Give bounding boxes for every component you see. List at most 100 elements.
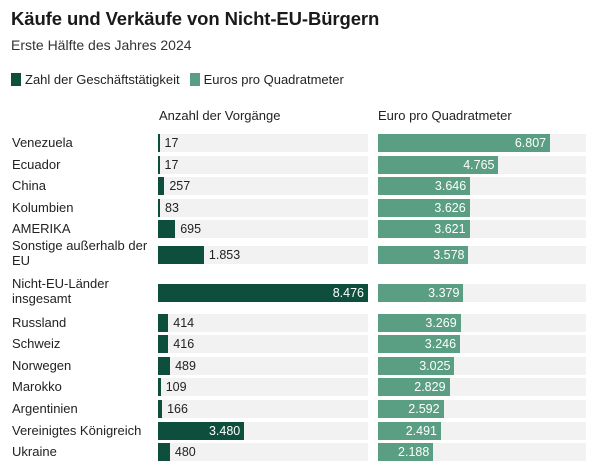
value-operations-venezuela: 17 [164,136,179,150]
value-operations-ukraine: 480 [174,445,196,459]
legend-item-price: Euros pro Quadratmeter [189,71,344,87]
legend-label-price: Euros pro Quadratmeter [203,71,344,87]
value-operations-schweiz: 416 [173,337,195,351]
chart-row-schweiz: Schweiz 416 3.246 [0,335,603,353]
track-price-marokko: 2.829 [378,378,586,396]
track-operations-russland: 414 [158,314,368,332]
track-price-sonstige-ausserhalb-der-eu: 3.578 [378,246,586,264]
bar-operations-ecuador [158,156,160,174]
value-operations-sonstige-ausserhalb-der-eu: 1.853 [208,248,241,262]
legend-item-operations: Zahl der Geschäftstätigkeit [11,72,180,87]
track-price-amerika: 3.621 [378,220,586,238]
bar-operations-marokko [158,378,161,396]
bar-operations-china [158,177,165,195]
legend-label-operations: Zahl der Geschäftstätigkeit [25,71,180,87]
category-label-vereinigtes-konigreich: Vereinigtes Königreich [12,423,142,438]
bar-price-russland [378,314,461,332]
track-operations-ecuador: 17 [158,156,368,174]
chart-row-kolumbien: Kolumbien 83 3.626 [0,199,603,217]
category-label-sonstige-ausserhalb-der-eu: Sonstige außerhalb der EU [12,238,148,268]
track-price-argentinien: 2.592 [378,400,586,418]
legend-swatch-operations [11,72,21,86]
value-operations-china: 257 [169,179,191,193]
track-operations-marokko: 109 [158,378,368,396]
track-price-venezuela: 6.807 [378,134,586,152]
bar-price-norwegen [378,357,455,375]
chart-row-vereinigtes-konigreich: Vereinigtes Königreich 3.480 2.491 [0,422,603,440]
bar-price-nicht-eu-lander-insgesamt [378,284,464,302]
value-price-schweiz: 3.246 [424,337,457,351]
category-label-venezuela: Venezuela [12,135,73,150]
value-operations-marokko: 109 [165,380,187,394]
bar-operations-argentinien [158,400,163,418]
chart-row-sonstige-ausserhalb-der-eu: Sonstige außerhalb der EU 1.853 3.578 [0,238,603,268]
track-operations-sonstige-ausserhalb-der-eu: 1.853 [158,246,368,264]
bar-operations-sonstige-ausserhalb-der-eu [158,246,204,264]
bar-operations-russland [158,314,169,332]
value-operations-vereinigtes-konigreich: 3.480 [208,424,241,438]
value-price-nicht-eu-lander-insgesamt: 3.379 [428,286,460,300]
bar-price-venezuela [378,134,551,152]
track-price-russland: 3.269 [378,314,586,332]
bar-operations-schweiz [158,335,169,353]
bar-price-sonstige-ausserhalb-der-eu [378,246,469,264]
track-price-norwegen: 3.025 [378,357,586,375]
bar-price-ecuador [378,156,499,174]
track-operations-venezuela: 17 [158,134,368,152]
track-price-ecuador: 4.765 [378,156,586,174]
bar-operations-kolumbien [158,199,161,217]
value-price-china: 3.646 [434,179,467,193]
track-operations-nicht-eu-lander-insgesamt: 8.476 [158,284,368,302]
track-price-kolumbien: 3.626 [378,199,586,217]
category-label-norwegen: Norwegen [12,358,72,373]
track-operations-china: 257 [158,177,368,195]
category-label-nicht-eu-lander-insgesamt: Nicht-EU-Länder insgesamt [12,276,109,306]
chart-row-russland: Russland 414 3.269 [0,314,603,332]
category-label-schweiz: Schweiz [12,336,61,351]
column-header-operations: Anzahl der Vorgänge [159,108,281,123]
track-operations-argentinien: 166 [158,400,368,418]
bar-operations-nicht-eu-lander-insgesamt [158,284,368,302]
bar-price-amerika [378,220,470,238]
chart-row-amerika: AMERIKA 695 3.621 [0,220,603,238]
chart-row-ukraine: Ukraine 480 2.188 [0,443,603,461]
value-price-amerika: 3.621 [434,222,466,236]
legend: Zahl der Geschäftstätigkeit Euros pro Qu… [11,71,354,87]
category-label-amerika: AMERIKA [12,221,71,236]
track-price-nicht-eu-lander-insgesamt: 3.379 [378,284,586,302]
value-price-ukraine: 2.188 [398,445,430,459]
bar-price-argentinien [378,400,444,418]
value-operations-nicht-eu-lander-insgesamt: 8.476 [332,286,364,300]
chart-row-ecuador: Ecuador 17 4.765 [0,156,603,174]
bar-price-kolumbien [378,199,470,217]
bar-operations-venezuela [158,134,160,152]
value-price-venezuela: 6.807 [514,136,547,150]
track-price-schweiz: 3.246 [378,335,586,353]
track-operations-kolumbien: 83 [158,199,368,217]
bar-operations-ukraine [158,443,170,461]
chart-row-marokko: Marokko 109 2.829 [0,378,603,396]
category-label-ukraine: Ukraine [12,444,57,459]
chart-subtitle: Erste Hälfte des Jahres 2024 [11,37,192,53]
value-operations-ecuador: 17 [164,158,179,172]
category-label-china: China [12,178,46,193]
category-label-kolumbien: Kolumbien [12,200,74,215]
track-operations-ukraine: 480 [158,443,368,461]
chart-row-venezuela: Venezuela 17 6.807 [0,134,603,152]
track-operations-amerika: 695 [158,220,368,238]
chart-row-argentinien: Argentinien 166 2.592 [0,400,603,418]
value-operations-argentinien: 166 [167,402,188,416]
category-label-russland: Russland [12,315,67,330]
track-operations-norwegen: 489 [158,357,368,375]
column-header-price: Euro pro Quadratmeter [378,108,512,123]
value-operations-russland: 414 [173,316,195,330]
track-operations-vereinigtes-konigreich: 3.480 [158,422,368,440]
bar-operations-norwegen [158,357,171,375]
bar-price-china [378,177,471,195]
bar-price-vereinigtes-konigreich [378,422,441,440]
category-label-marokko: Marokko [12,379,62,394]
chart-row-norwegen: Norwegen 489 3.025 [0,357,603,375]
value-price-argentinien: 2.592 [408,402,440,416]
bar-operations-vereinigtes-konigreich [158,422,245,440]
value-price-russland: 3.269 [425,316,457,330]
